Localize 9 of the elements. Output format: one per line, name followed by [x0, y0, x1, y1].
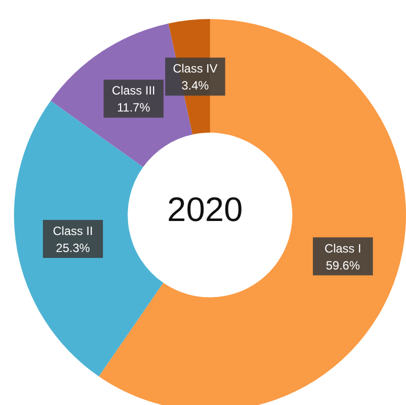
slice-label: Class III	[112, 84, 156, 98]
slice-label: Class IV	[172, 62, 218, 76]
data-label: 3.4%	[181, 78, 210, 93]
data-label: 25.3%	[56, 240, 90, 255]
data-label: 11.7%	[117, 100, 150, 115]
text: 2020	[167, 191, 243, 229]
slice-label: Class I	[324, 241, 362, 256]
slice-label: Class II	[52, 224, 93, 238]
data-label: 59.6%	[326, 258, 360, 272]
